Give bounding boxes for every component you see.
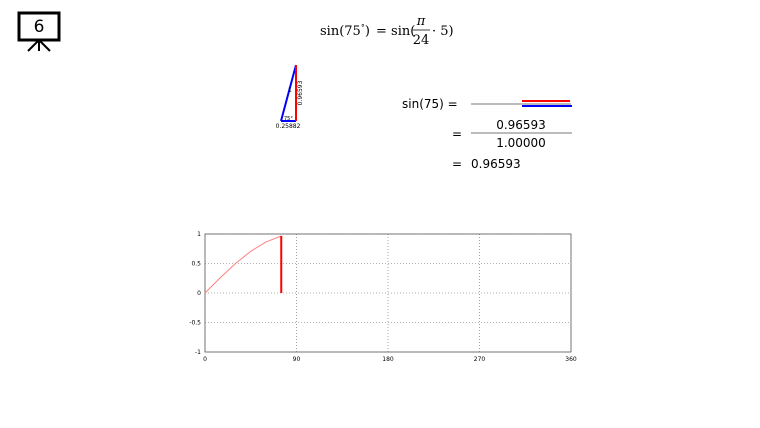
formula-lhs: sin(75°) [320,23,370,39]
y-tick-label: 1 [197,231,201,238]
triangle: 1 75° 0.25882 0.96593 [276,64,304,130]
formula-part: sin(75 [320,24,361,39]
slide-icon: 6 [17,11,61,52]
x-tick-label: 90 [293,356,301,363]
y-tick-label: -0.5 [189,320,201,327]
formula-numerator: π [416,14,426,29]
opposite-label: 0.96593 [297,80,304,105]
calc-numerator: 0.96593 [496,118,546,132]
formula-part: ) [365,24,370,39]
formula: sin(75°) = sin( π 24 · 5) [320,14,454,48]
calc-eq: = [452,127,462,141]
y-tick-label: 0.5 [191,261,201,268]
x-tick-label: 360 [565,356,577,363]
calc-eq: = [452,157,462,171]
calc-result: 0.96593 [471,157,521,171]
adjacent-label: 0.25882 [276,123,301,130]
chart: -1 -0.5 0 0.5 1 0 90 180 270 360 [189,231,577,363]
formula-tail: · 5) [432,24,454,39]
x-tick-label: 0 [203,356,207,363]
angle-label: 75° [284,116,293,122]
x-tick-label: 270 [474,356,486,363]
calc-denominator: 1.00000 [496,136,546,150]
slide-number: 6 [34,17,45,37]
formula-denominator: 24 [413,33,430,48]
y-tick-label: -1 [195,349,201,356]
y-tick-label: 0 [197,290,201,297]
x-tick-label: 180 [382,356,394,363]
sine-curve [204,235,282,294]
calculation: sin(75) = = 0.96593 1.00000 = 0.96593 [402,97,572,171]
calc-lhs: sin(75) = [402,97,458,111]
formula-part: ° [361,23,365,32]
hypotenuse-label: 1 [288,87,292,94]
formula-eq: = sin( [376,24,415,39]
